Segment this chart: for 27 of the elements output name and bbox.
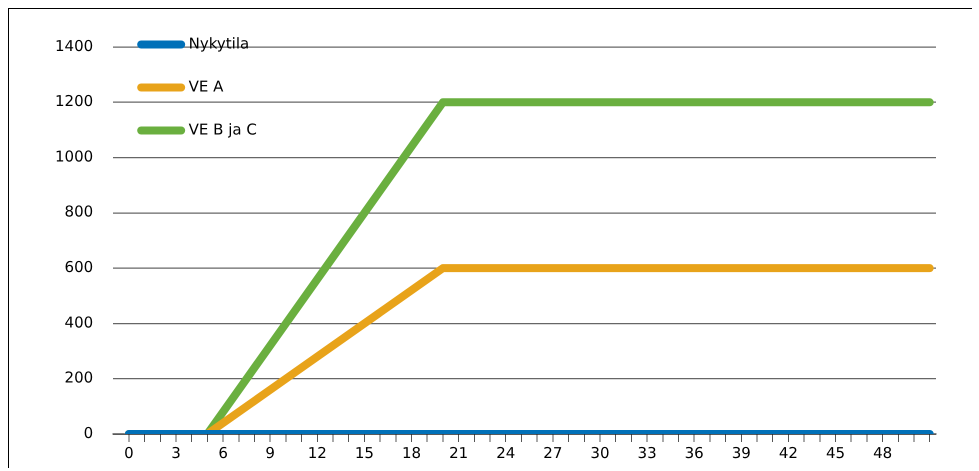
y-tick-label: 0 [84, 424, 94, 442]
y-tick-label: 200 [64, 368, 94, 387]
y-tick-label: 400 [64, 313, 94, 332]
x-tick-label: 6 [218, 444, 228, 462]
y-tick-label: 1400 [54, 36, 94, 55]
y-tick-label: 1000 [54, 147, 94, 166]
x-tick-label: 12 [308, 444, 327, 462]
x-tick-label: 36 [684, 444, 704, 462]
x-tick-label: 42 [778, 444, 798, 462]
x-tick-label: 15 [354, 444, 374, 462]
y-tick-label: 600 [64, 258, 94, 276]
x-tick-label: 39 [732, 444, 751, 462]
legend-label: VE A [188, 77, 224, 96]
x-tick-label: 3 [171, 444, 181, 462]
x-tick-label: 21 [449, 444, 468, 462]
x-tick-label: 48 [873, 444, 892, 462]
x-tick-label: 18 [402, 444, 422, 462]
y-tick-label: 1200 [54, 92, 94, 110]
y-tick-label: 800 [64, 202, 94, 221]
x-tick-label: 45 [826, 444, 846, 462]
x-tick-label: 33 [638, 444, 657, 462]
x-tick-label: 9 [265, 444, 275, 462]
x-tick-label: 0 [124, 444, 134, 462]
x-tick-label: 24 [496, 444, 516, 462]
x-tick-label: 27 [543, 444, 562, 462]
legend-label: VE B ja C [188, 120, 257, 138]
x-tick-label: 30 [590, 444, 610, 462]
